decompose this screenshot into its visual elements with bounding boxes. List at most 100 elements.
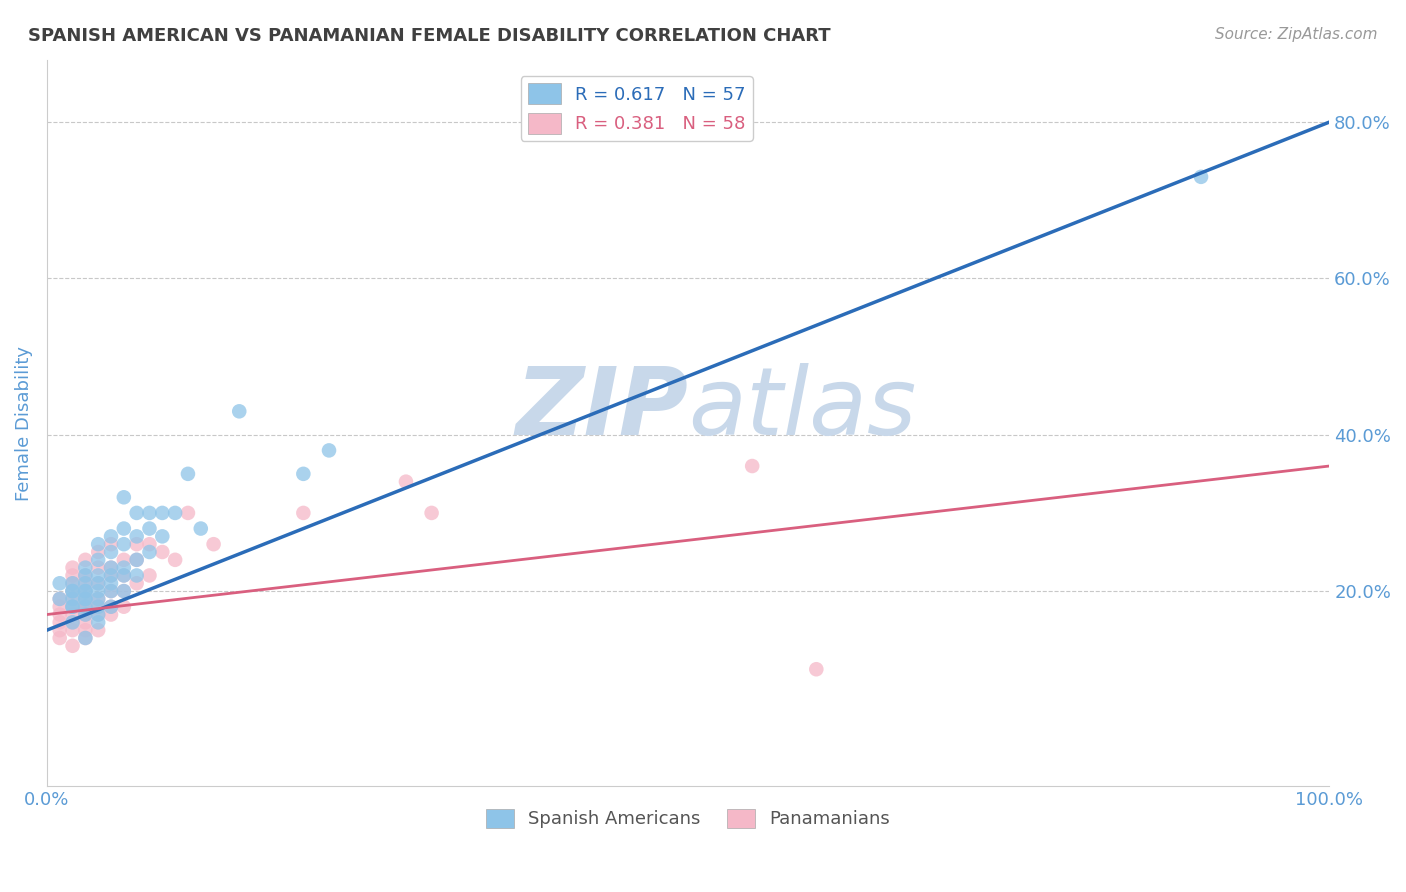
Point: [48, 607, 70, 622]
Point: [62, 639, 84, 653]
Text: SPANISH AMERICAN VS PANAMANIAN FEMALE DISABILITY CORRELATION CHART: SPANISH AMERICAN VS PANAMANIAN FEMALE DI…: [28, 27, 831, 45]
Point: [75, 631, 97, 645]
Point: [1189, 169, 1212, 184]
Point: [112, 568, 135, 582]
Point: [112, 568, 135, 582]
Point: [62, 599, 84, 614]
Point: [62, 591, 84, 606]
Point: [150, 545, 173, 559]
Point: [62, 615, 84, 630]
Text: atlas: atlas: [688, 363, 917, 454]
Point: [100, 560, 122, 574]
Point: [62, 576, 84, 591]
Point: [48, 623, 70, 637]
Text: ZIP: ZIP: [515, 362, 688, 455]
Point: [420, 506, 443, 520]
Point: [62, 584, 84, 599]
Point: [395, 475, 418, 489]
Point: [62, 584, 84, 599]
Point: [87, 615, 110, 630]
Point: [112, 537, 135, 551]
Point: [62, 615, 84, 630]
Point: [125, 576, 148, 591]
Point: [125, 537, 148, 551]
Point: [125, 529, 148, 543]
Point: [228, 404, 250, 418]
Point: [112, 553, 135, 567]
Point: [100, 537, 122, 551]
Point: [62, 576, 84, 591]
Point: [100, 560, 122, 574]
Point: [112, 584, 135, 599]
Point: [87, 560, 110, 574]
Point: [87, 607, 110, 622]
Point: [87, 576, 110, 591]
Point: [75, 599, 97, 614]
Point: [150, 529, 173, 543]
Point: [138, 568, 160, 582]
Point: [87, 584, 110, 599]
Point: [62, 623, 84, 637]
Point: [318, 443, 340, 458]
Point: [62, 584, 84, 599]
Point: [138, 545, 160, 559]
Point: [125, 553, 148, 567]
Point: [125, 506, 148, 520]
Point: [100, 599, 122, 614]
Point: [741, 458, 763, 473]
Point: [62, 591, 84, 606]
Point: [62, 599, 84, 614]
Point: [202, 537, 225, 551]
Point: [75, 631, 97, 645]
Point: [112, 584, 135, 599]
Point: [87, 553, 110, 567]
Point: [87, 623, 110, 637]
Point: [112, 560, 135, 574]
Point: [165, 506, 187, 520]
Point: [87, 591, 110, 606]
Point: [100, 607, 122, 622]
Point: [806, 662, 828, 676]
Point: [75, 599, 97, 614]
Point: [75, 576, 97, 591]
Point: [75, 553, 97, 567]
Point: [87, 568, 110, 582]
Point: [125, 553, 148, 567]
Point: [100, 576, 122, 591]
Point: [100, 568, 122, 582]
Point: [87, 576, 110, 591]
Point: [75, 591, 97, 606]
Point: [190, 522, 212, 536]
Point: [48, 591, 70, 606]
Point: [112, 491, 135, 505]
Point: [100, 545, 122, 559]
Point: [100, 584, 122, 599]
Y-axis label: Female Disability: Female Disability: [15, 345, 32, 500]
Point: [62, 560, 84, 574]
Point: [87, 599, 110, 614]
Point: [75, 568, 97, 582]
Legend: Spanish Americans, Panamanians: Spanish Americans, Panamanians: [479, 802, 897, 836]
Point: [48, 615, 70, 630]
Point: [75, 607, 97, 622]
Point: [87, 537, 110, 551]
Point: [100, 599, 122, 614]
Point: [100, 529, 122, 543]
Point: [75, 599, 97, 614]
Point: [75, 576, 97, 591]
Point: [75, 591, 97, 606]
Point: [177, 467, 200, 481]
Point: [75, 560, 97, 574]
Point: [75, 584, 97, 599]
Point: [62, 599, 84, 614]
Point: [75, 591, 97, 606]
Point: [75, 607, 97, 622]
Point: [48, 631, 70, 645]
Point: [75, 623, 97, 637]
Point: [100, 568, 122, 582]
Point: [165, 553, 187, 567]
Text: Source: ZipAtlas.com: Source: ZipAtlas.com: [1215, 27, 1378, 42]
Point: [87, 591, 110, 606]
Point: [75, 568, 97, 582]
Point: [87, 545, 110, 559]
